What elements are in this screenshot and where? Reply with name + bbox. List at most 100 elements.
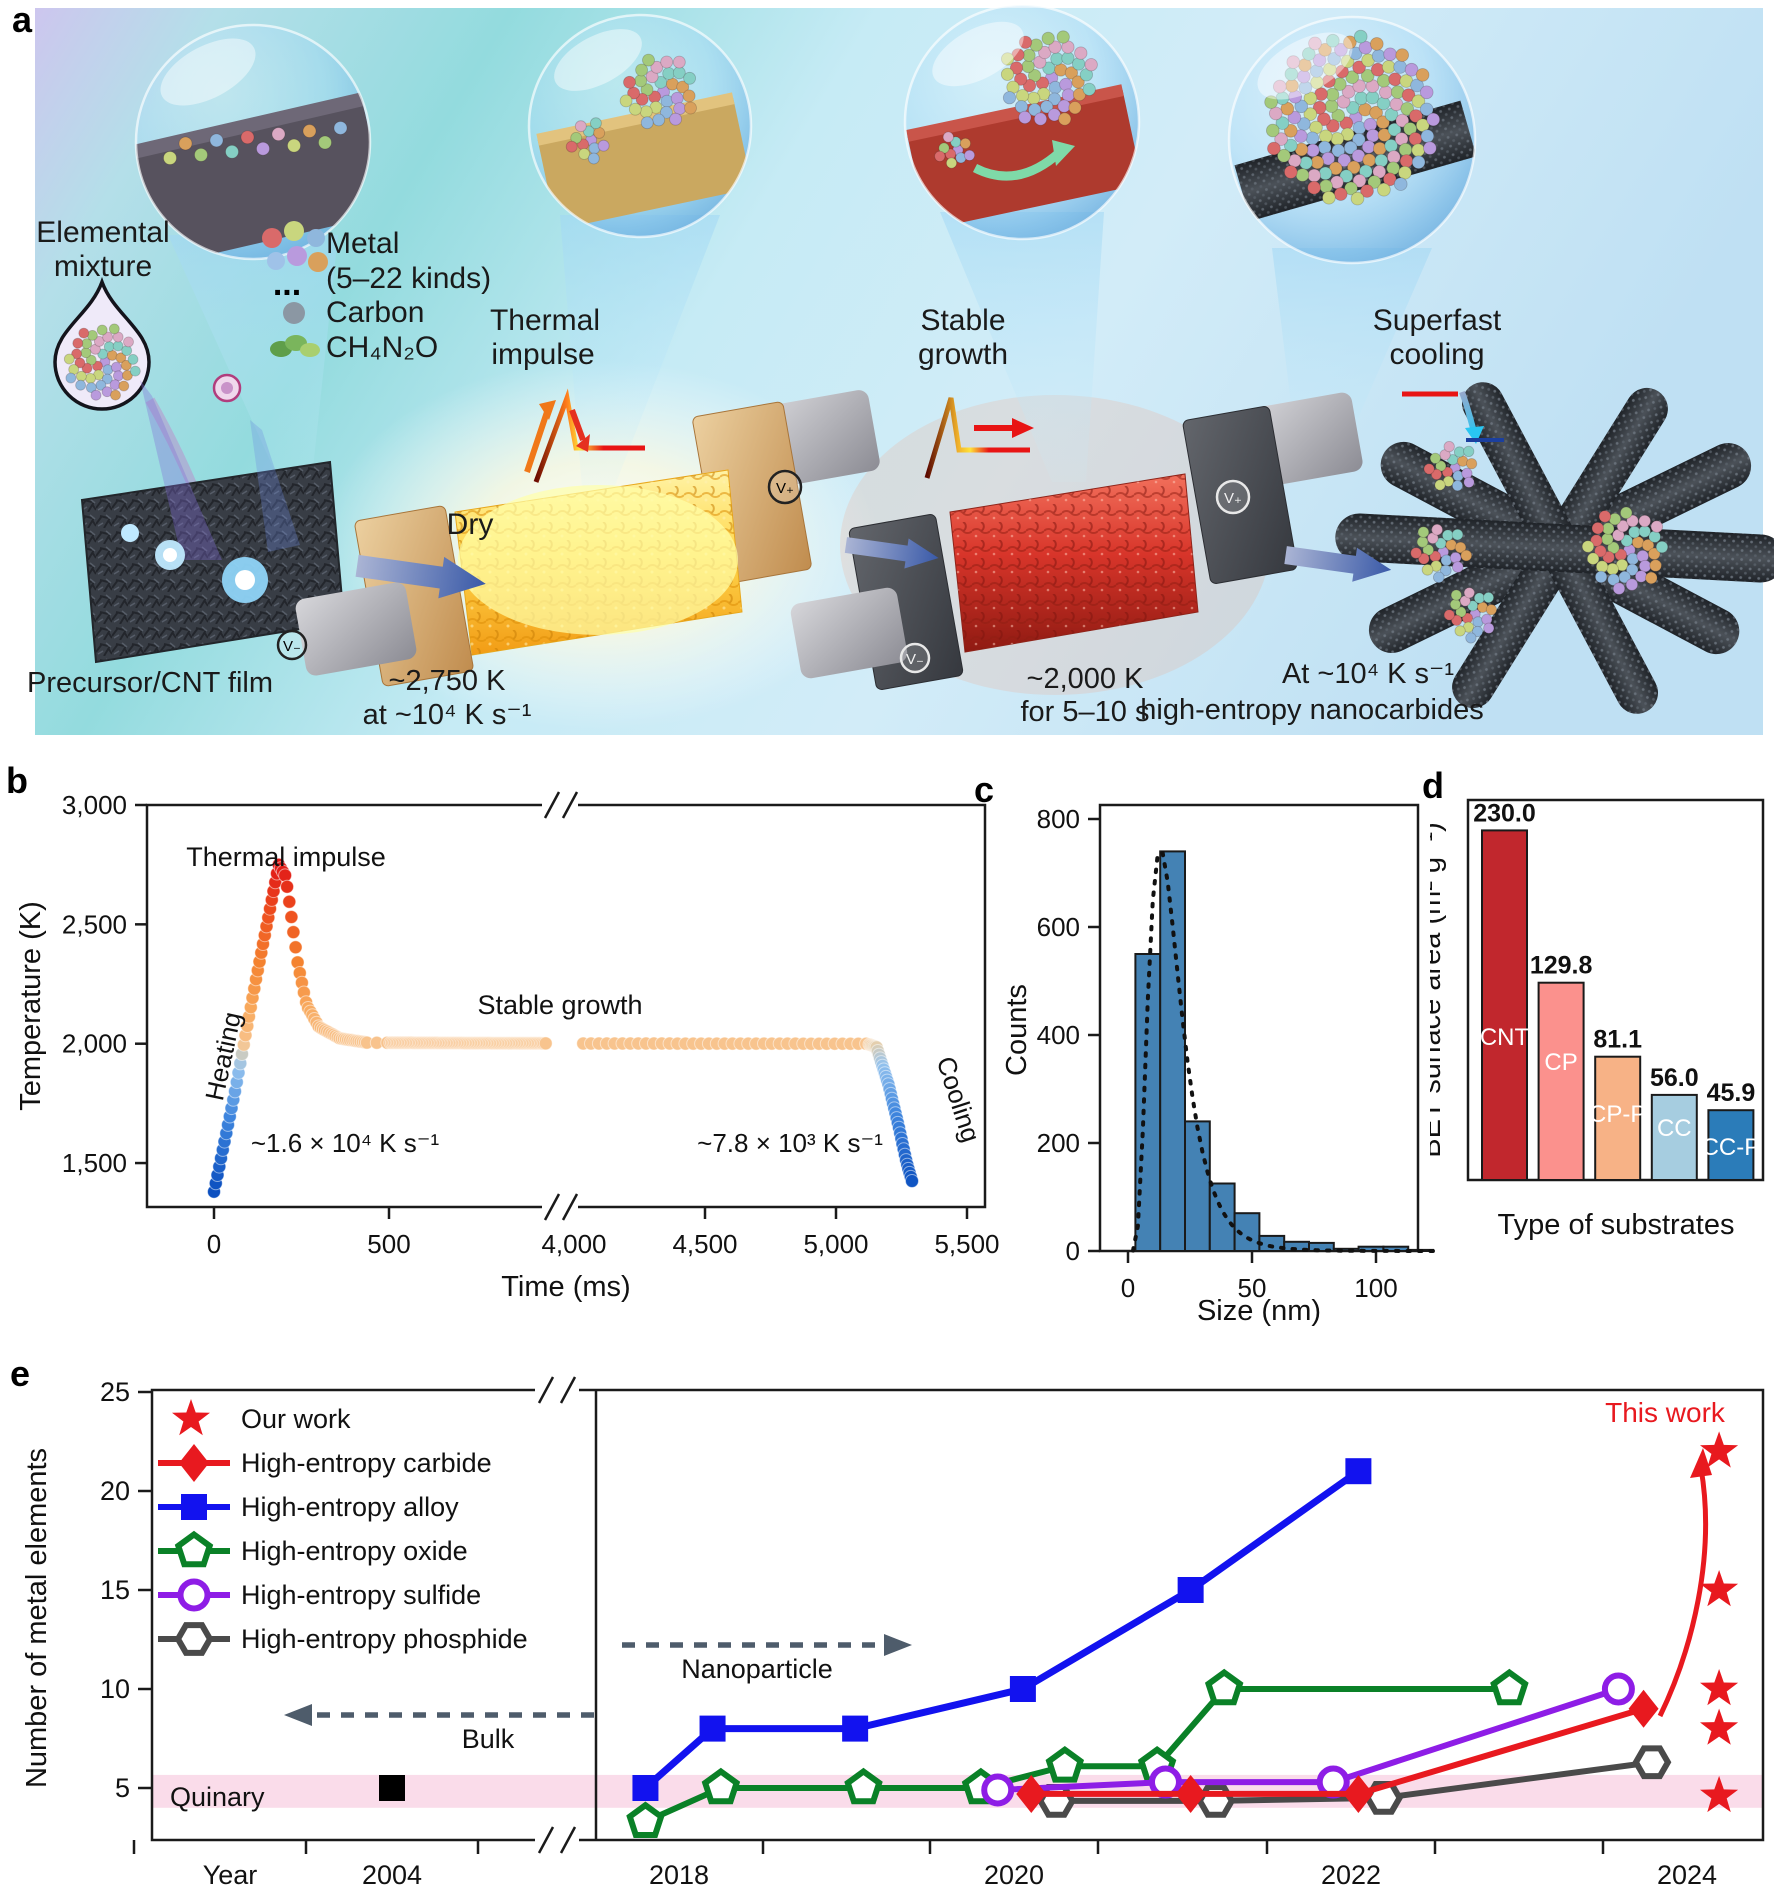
caption-2000k-time: for 5–10 s: [1021, 696, 1150, 728]
dry-label: Dry: [447, 508, 494, 541]
annotation-stable-growth: Stable growth: [477, 990, 642, 1020]
marker-square: [699, 1715, 726, 1742]
marker-star: [1700, 1708, 1739, 1745]
bet-bar: [1594, 1055, 1642, 1181]
stable-growth-label2: growth: [918, 338, 1008, 371]
caption-cooling-rate: At ~10⁴ K s⁻¹: [1282, 658, 1454, 690]
legend-item-high-entropy-phosphide: High-entropy phosphide: [158, 1622, 528, 1656]
plot-frame: [150, 1388, 1765, 1842]
marker-pentagon: [1490, 1668, 1529, 1706]
voltage-plus-icon: [1215, 479, 1251, 515]
annotation-thermal-impulse: Thermal impulse: [186, 842, 386, 872]
legend-item-high-entropy-alloy: High-entropy alloy: [158, 1492, 459, 1522]
bet-bar: [1537, 981, 1585, 1182]
bet-bar: [1481, 829, 1528, 1182]
process-arrow-1: [355, 554, 486, 599]
metal-kinds-label: (5–22 kinds): [326, 262, 491, 295]
voltage-plus-label: V₊: [776, 480, 794, 497]
marker-square: [1009, 1676, 1036, 1702]
marker-star: [1700, 1669, 1739, 1706]
stable-growth-label: Stable: [920, 304, 1005, 337]
x-tick-label: 2022: [1321, 1860, 1381, 1890]
trend-arrowhead: [1690, 1448, 1712, 1478]
lens-cone-2: [560, 215, 720, 488]
legend-item-high-entropy-carbide: High-entropy carbide: [158, 1444, 492, 1482]
y-tick-label: 800: [1037, 804, 1080, 834]
x-tick-label: 5,000: [803, 1229, 868, 1259]
thermal-impulse-stage: V₊ V₋: [276, 390, 880, 687]
quinary-label: Quinary: [170, 1782, 265, 1812]
metal-label: Metal: [326, 227, 399, 260]
bar-category-label: CC-P: [1702, 1134, 1761, 1161]
elemental-mixture-label2: mixture: [54, 250, 152, 283]
lognormal-fit-curve: [1131, 850, 1443, 1253]
histogram-bar: [1159, 850, 1186, 1253]
annotation-heating-rate: ~1.6 × 10⁴ K s⁻¹: [251, 1128, 440, 1158]
caption-2750k-rate: at ~10⁴ K s⁻¹: [363, 699, 532, 731]
y-axis-label: Counts: [1001, 984, 1033, 1076]
carbon-ball-icon: [283, 302, 305, 324]
marker-square: [181, 1494, 207, 1520]
marker-circle: [1601, 1672, 1635, 1706]
y-axis-label: Temperature (K): [15, 901, 47, 1111]
marker-hexagon: [1632, 1745, 1672, 1780]
axis-ticks: 5 10 15 20 25 Year 2004 2018 2020 2022 2024: [100, 1377, 1717, 1890]
marker-hexagon: [174, 1622, 214, 1656]
bet-bars: 230.0 CNT 129.8 CP 81.1 CP-P56.0 CC 45.9 CC-P: [1473, 799, 1761, 1182]
superfast-cooling-glyph: [1402, 390, 1504, 444]
y-axis-label: Number of metal elements: [21, 1448, 53, 1788]
x-tick-label: 2020: [984, 1860, 1044, 1890]
legend-label: High-entropy alloy: [241, 1492, 459, 1522]
magnifier-bubble-1: [134, 23, 372, 261]
y-tick-label: 10: [100, 1674, 130, 1704]
legend-label: High-entropy carbide: [241, 1448, 492, 1478]
thermal-impulse-glyph: [524, 388, 645, 483]
x-axis-label: Time (ms): [501, 1271, 630, 1303]
magnifier-bubble-2: [527, 13, 753, 239]
voltage-minus-label: V₋: [906, 651, 924, 668]
magnifier-bubble-3: [903, 3, 1141, 241]
urea-label: CH₄N₂O: [326, 331, 438, 364]
annotation-cooling-rate: ~7.8 × 10³ K s⁻¹: [697, 1128, 883, 1158]
series-our-work: [1700, 1431, 1739, 1813]
marker-diamond: [1175, 1774, 1206, 1813]
caption-2000k: ~2,000 K: [1027, 663, 1145, 695]
marker-pentagon: [174, 1530, 214, 1568]
bulk-arrowhead: [284, 1704, 312, 1726]
marker-square: [1177, 1577, 1204, 1603]
panel-label-c: c: [974, 769, 995, 810]
bulk-label: Bulk: [462, 1724, 515, 1754]
marker-diamond: [1628, 1689, 1659, 1728]
thermal-impulse-label2: impulse: [491, 338, 594, 371]
stable-growth-glyph: [924, 397, 1034, 479]
x-tick-label: 2018: [649, 1860, 709, 1890]
ingredient-legend: ...: [262, 221, 328, 357]
histogram-bars: [1134, 850, 1434, 1253]
bar-category-label: CP: [1544, 1049, 1577, 1076]
marker-diamond: [1016, 1774, 1047, 1813]
bet-bar: [1707, 1109, 1755, 1181]
marker-square: [632, 1775, 659, 1801]
bar-value-label: 81.1: [1593, 1026, 1642, 1054]
panel-c-size-histogram: 0 200 400 600 800 0 50 100 Size (nm) Counts: [1001, 803, 1443, 1327]
caption-2750k: ~2,750 K: [389, 665, 507, 697]
bulk-point: [379, 1775, 405, 1801]
y-tick-label: 400: [1037, 1020, 1080, 1050]
marker-diamond: [1343, 1774, 1374, 1813]
lens-cone-3: [940, 212, 1104, 482]
marker-pentagon: [1045, 1745, 1085, 1783]
nanoparticle-label: Nanoparticle: [681, 1654, 833, 1684]
y-tick-label: 200: [1037, 1128, 1080, 1158]
bar-value-label: 56.0: [1650, 1064, 1699, 1092]
y-axis-label: BET surface area (m² g⁻¹): [1430, 822, 1447, 1157]
legend-label: High-entropy oxide: [241, 1536, 468, 1566]
caption-nanocarbides: high-entropy nanocarbides: [1140, 694, 1483, 726]
legend-label: Our work: [241, 1404, 351, 1434]
axis-ticks: 0 200 400 600 800 0 50 100: [1037, 804, 1398, 1303]
x-tick-label: 50: [1238, 1273, 1267, 1303]
voltage-minus-icon: [899, 642, 931, 674]
temperature-profile-points: [207, 857, 919, 1199]
marker-square: [842, 1715, 869, 1742]
bar-value-label: 45.9: [1707, 1079, 1756, 1107]
lens-cone-1: [168, 235, 338, 478]
